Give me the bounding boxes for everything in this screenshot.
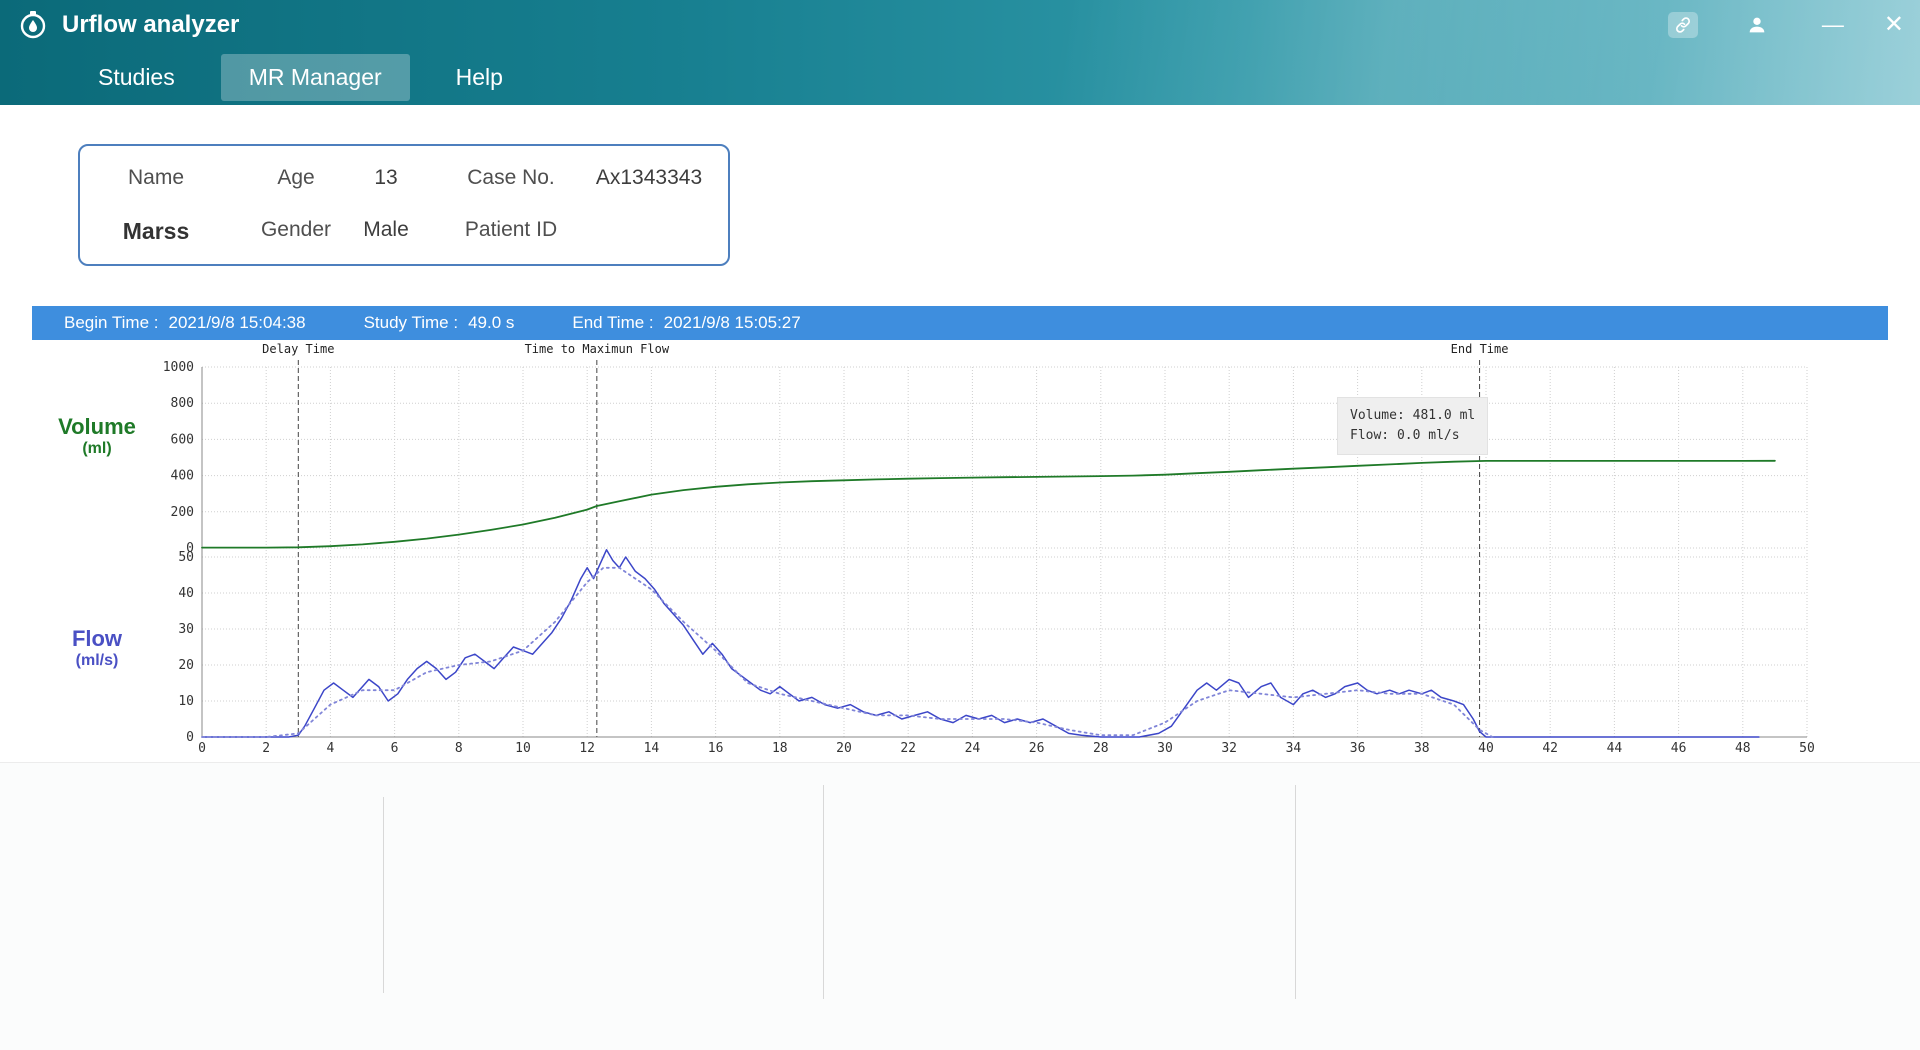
- svg-text:34: 34: [1286, 741, 1302, 756]
- divider: [823, 785, 824, 999]
- svg-text:50: 50: [178, 550, 194, 565]
- main-nav: Studies MR Manager Help: [0, 49, 1920, 105]
- time-bar: Begin Time : 2021/9/8 15:04:38 Study Tim…: [32, 306, 1888, 340]
- app-title: Urflow analyzer: [62, 11, 239, 39]
- window-controls: — ✕: [1668, 0, 1920, 49]
- divider: [383, 797, 384, 993]
- flow-axis-title: Flow (ml/s): [32, 626, 162, 670]
- svg-text:2: 2: [262, 741, 270, 756]
- link-icon[interactable]: [1668, 12, 1698, 38]
- svg-text:40: 40: [1478, 741, 1494, 756]
- results-panel: Tdelay 3.0 Mark Tqmax 12.3 Mark Tend 39.…: [0, 762, 1920, 1050]
- patient-id-label: Patient ID: [465, 218, 557, 242]
- svg-text:Time to Maximun Flow: Time to Maximun Flow: [525, 342, 670, 356]
- title-bar: Urflow analyzer — ✕: [0, 0, 1920, 49]
- patient-age-value: 13: [374, 166, 397, 190]
- svg-text:200: 200: [171, 505, 194, 520]
- user-icon[interactable]: [1744, 12, 1770, 38]
- svg-text:30: 30: [178, 622, 194, 637]
- svg-text:10: 10: [178, 694, 194, 709]
- svg-text:50: 50: [1799, 741, 1815, 756]
- uroflow-chart: Volume (ml) Flow (ml/s) 0246810121416182…: [32, 340, 1888, 762]
- header: Urflow analyzer — ✕ St: [0, 0, 1920, 105]
- svg-text:0: 0: [198, 741, 206, 756]
- patient-gender-value: Male: [363, 218, 409, 242]
- svg-text:12: 12: [579, 741, 595, 756]
- svg-text:48: 48: [1735, 741, 1751, 756]
- svg-text:10: 10: [515, 741, 531, 756]
- svg-text:1000: 1000: [163, 360, 194, 375]
- svg-text:26: 26: [1029, 741, 1045, 756]
- patient-name-label: Name: [128, 166, 184, 190]
- patient-age-label: Age: [277, 166, 314, 190]
- patient-case-label: Case No.: [467, 166, 555, 190]
- svg-text:28: 28: [1093, 741, 1109, 756]
- svg-text:600: 600: [171, 432, 194, 447]
- svg-text:End Time: End Time: [1451, 342, 1509, 356]
- svg-text:18: 18: [772, 741, 788, 756]
- app-window: Urflow analyzer — ✕ St: [0, 0, 1920, 1050]
- patient-name-value: Marss: [123, 218, 189, 245]
- close-button[interactable]: ✕: [1884, 14, 1904, 36]
- nav-studies[interactable]: Studies: [70, 54, 203, 101]
- svg-text:4: 4: [326, 741, 334, 756]
- minimize-button[interactable]: —: [1822, 14, 1844, 36]
- svg-text:400: 400: [171, 469, 194, 484]
- svg-text:Delay Time: Delay Time: [262, 342, 334, 356]
- svg-text:6: 6: [391, 741, 399, 756]
- nav-help[interactable]: Help: [428, 54, 531, 101]
- volume-axis-title: Volume (ml): [32, 414, 162, 458]
- svg-text:46: 46: [1671, 741, 1687, 756]
- end-time: End Time : 2021/9/8 15:05:27: [572, 313, 800, 333]
- svg-text:38: 38: [1414, 741, 1430, 756]
- app-logo-icon: [16, 8, 50, 42]
- nav-mr-manager[interactable]: MR Manager: [221, 54, 410, 101]
- patient-info-card: Name Age 13 Case No. Ax1343343 Marss Gen…: [78, 144, 730, 266]
- svg-text:24: 24: [965, 741, 981, 756]
- svg-text:42: 42: [1542, 741, 1558, 756]
- svg-text:8: 8: [455, 741, 463, 756]
- patient-case-value: Ax1343343: [596, 166, 702, 190]
- uroflow-plot: 0246810121416182022242628303234363840424…: [32, 340, 1888, 762]
- begin-time: Begin Time : 2021/9/8 15:04:38: [64, 313, 306, 333]
- svg-text:30: 30: [1157, 741, 1173, 756]
- patient-gender-label: Gender: [261, 218, 331, 242]
- divider: [1295, 785, 1296, 999]
- study-time: Study Time : 49.0 s: [364, 313, 515, 333]
- svg-text:40: 40: [178, 586, 194, 601]
- svg-text:20: 20: [178, 658, 194, 673]
- svg-text:22: 22: [900, 741, 916, 756]
- svg-text:32: 32: [1221, 741, 1237, 756]
- svg-text:16: 16: [708, 741, 724, 756]
- svg-text:44: 44: [1607, 741, 1623, 756]
- svg-text:20: 20: [836, 741, 852, 756]
- svg-text:36: 36: [1350, 741, 1366, 756]
- svg-text:14: 14: [644, 741, 660, 756]
- svg-text:0: 0: [186, 730, 194, 745]
- svg-text:800: 800: [171, 396, 194, 411]
- chart-tooltip: Volume: 481.0 ml Flow: 0.0 ml/s: [1337, 397, 1488, 455]
